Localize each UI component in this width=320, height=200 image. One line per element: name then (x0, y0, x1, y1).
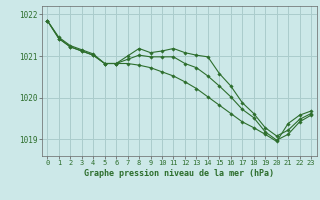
X-axis label: Graphe pression niveau de la mer (hPa): Graphe pression niveau de la mer (hPa) (84, 169, 274, 178)
